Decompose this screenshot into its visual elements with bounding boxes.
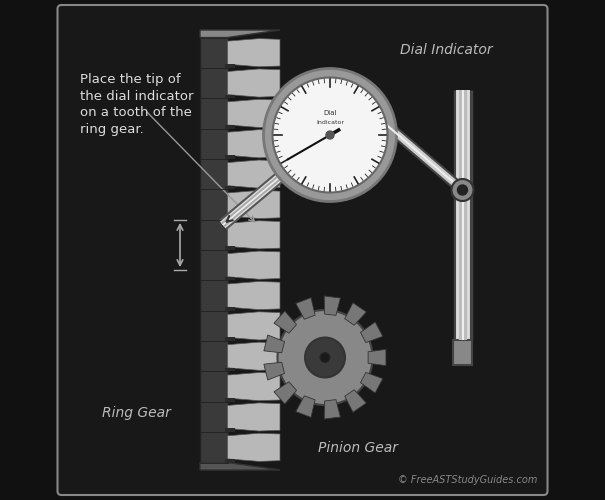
Polygon shape bbox=[227, 403, 280, 431]
Text: Ring Gear: Ring Gear bbox=[102, 406, 171, 419]
Bar bbox=[225, 246, 235, 250]
Polygon shape bbox=[227, 160, 280, 188]
Bar bbox=[225, 338, 235, 341]
Polygon shape bbox=[274, 382, 296, 404]
Bar bbox=[225, 216, 235, 220]
Text: Dial: Dial bbox=[323, 110, 337, 116]
Text: Pinion Gear: Pinion Gear bbox=[318, 440, 397, 454]
Polygon shape bbox=[227, 130, 280, 158]
Polygon shape bbox=[227, 282, 280, 310]
Polygon shape bbox=[227, 190, 280, 218]
Circle shape bbox=[326, 131, 334, 139]
Circle shape bbox=[278, 310, 373, 405]
Text: Dial Indicator: Dial Indicator bbox=[400, 43, 492, 57]
Circle shape bbox=[320, 353, 330, 362]
Polygon shape bbox=[227, 69, 280, 97]
Polygon shape bbox=[200, 30, 280, 38]
Polygon shape bbox=[227, 220, 280, 249]
Bar bbox=[225, 368, 235, 372]
Bar bbox=[225, 428, 235, 432]
Polygon shape bbox=[296, 396, 315, 417]
Circle shape bbox=[451, 179, 474, 201]
Polygon shape bbox=[264, 362, 284, 380]
Bar bbox=[225, 125, 235, 128]
Polygon shape bbox=[368, 350, 386, 366]
Bar bbox=[225, 64, 235, 68]
Polygon shape bbox=[227, 100, 280, 128]
Text: Place the tip of
the dial indicator
on a tooth of the
ring gear.: Place the tip of the dial indicator on a… bbox=[80, 72, 194, 136]
Polygon shape bbox=[296, 298, 315, 319]
Polygon shape bbox=[361, 322, 383, 342]
FancyBboxPatch shape bbox=[57, 5, 548, 495]
Polygon shape bbox=[227, 38, 280, 67]
Polygon shape bbox=[264, 335, 284, 353]
Bar bbox=[225, 276, 235, 280]
Polygon shape bbox=[200, 462, 280, 470]
Polygon shape bbox=[345, 390, 367, 412]
Polygon shape bbox=[324, 296, 341, 316]
Bar bbox=[200, 38, 227, 463]
Polygon shape bbox=[274, 311, 296, 333]
Bar bbox=[225, 186, 235, 190]
Polygon shape bbox=[324, 400, 341, 419]
Bar bbox=[225, 459, 235, 462]
Polygon shape bbox=[227, 372, 280, 400]
Polygon shape bbox=[227, 433, 280, 462]
Circle shape bbox=[305, 338, 345, 378]
Circle shape bbox=[457, 185, 468, 195]
Circle shape bbox=[264, 68, 396, 202]
Circle shape bbox=[272, 78, 387, 192]
Polygon shape bbox=[227, 251, 280, 280]
Bar bbox=[453, 340, 472, 365]
Bar bbox=[225, 398, 235, 402]
Polygon shape bbox=[227, 342, 280, 370]
Text: © FreeASTStudyGuides.com: © FreeASTStudyGuides.com bbox=[398, 475, 537, 485]
Polygon shape bbox=[345, 302, 367, 326]
Polygon shape bbox=[361, 372, 383, 393]
Bar bbox=[225, 94, 235, 98]
Polygon shape bbox=[227, 312, 280, 340]
Text: Indicator: Indicator bbox=[316, 120, 344, 125]
Bar bbox=[225, 307, 235, 310]
Bar bbox=[225, 156, 235, 159]
